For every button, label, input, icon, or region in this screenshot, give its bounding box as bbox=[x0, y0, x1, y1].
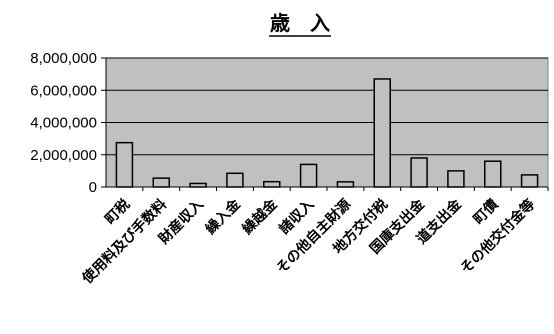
y-tick-label: 4,000,000 bbox=[30, 115, 97, 132]
bar-11 bbox=[484, 160, 502, 188]
x-tick-label: 繰入金 bbox=[202, 195, 244, 237]
chart-title: 歳 入 bbox=[270, 11, 330, 35]
bar-2 bbox=[152, 177, 170, 188]
plot-area: 02,000,0004,000,0006,000,0008,000,000町税使… bbox=[30, 50, 549, 288]
y-tick-label: 0 bbox=[89, 179, 97, 196]
x-tick-label: 町税 bbox=[101, 196, 133, 228]
bar-8 bbox=[373, 78, 391, 188]
bar-1 bbox=[115, 141, 134, 188]
bar-7 bbox=[336, 181, 355, 188]
x-tick-label: 町債 bbox=[470, 196, 502, 228]
y-tick-label: 2,000,000 bbox=[30, 147, 97, 164]
y-tick-label: 6,000,000 bbox=[30, 82, 97, 99]
bar-4 bbox=[226, 172, 244, 188]
bar-5 bbox=[263, 180, 281, 188]
bar-9 bbox=[410, 157, 428, 188]
bar-10 bbox=[447, 170, 465, 188]
bar-12 bbox=[520, 174, 539, 188]
bar-6 bbox=[299, 163, 318, 188]
x-tick-label: 繰越金 bbox=[239, 195, 281, 237]
bar-3 bbox=[189, 182, 207, 188]
y-tick-label: 8,000,000 bbox=[30, 50, 97, 67]
